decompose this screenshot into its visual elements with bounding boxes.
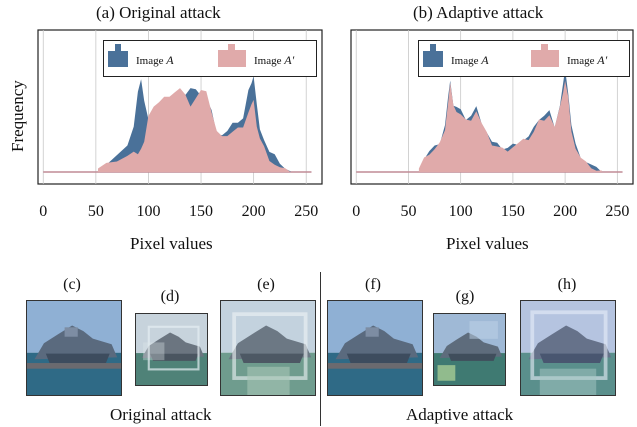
- xtick-0: 0: [352, 203, 361, 220]
- xtick-50: 50: [87, 203, 104, 220]
- panel-d-label: (d): [160, 288, 180, 305]
- caption-adaptive-attack: Adaptive attack: [406, 405, 514, 424]
- legend-b: Image A Image A′: [418, 40, 630, 77]
- series-area-image-a-prime: [97, 88, 291, 172]
- xtick-250: 250: [294, 203, 319, 220]
- xtick-100: 100: [448, 203, 473, 220]
- caption-original-attack: Original attack: [110, 405, 212, 424]
- chart-a-areas: [97, 76, 291, 172]
- series-area-image-a-prime: [418, 80, 602, 172]
- xtick-200: 200: [241, 203, 266, 220]
- xtick-0: 0: [39, 203, 48, 220]
- panel-f-label: (f): [365, 276, 381, 293]
- divider-line: [320, 272, 321, 426]
- legend-b-label-image-a-prime: Image A′: [567, 53, 608, 67]
- panel-c-label: (c): [63, 276, 81, 293]
- panel-b-title: (b) Adaptive attack: [413, 3, 543, 23]
- panel-e-label: (e): [257, 276, 275, 293]
- chart-b-areas: [418, 69, 602, 172]
- xtick-150: 150: [500, 203, 525, 220]
- xtick-100: 100: [136, 203, 161, 220]
- legend-b-swatch-image-a-prime: [531, 44, 559, 67]
- legend-a: Image A Image A′: [103, 40, 317, 77]
- panel-a-title-text: Original attack: [119, 3, 221, 22]
- xtick-250: 250: [605, 203, 630, 220]
- panel-b-title-text: Adaptive attack: [436, 3, 544, 22]
- xtick-200: 200: [553, 203, 578, 220]
- image-d-ship: [135, 313, 208, 386]
- legend-a-swatch-image-a: [108, 44, 128, 67]
- legend-b-swatch-image-a: [423, 44, 443, 67]
- chart-a-xlabel: Pixel values: [130, 234, 213, 253]
- image-g-ship: [433, 313, 506, 386]
- image-c-ship: [26, 300, 122, 396]
- panel-a-title: (a) Original attack: [96, 3, 221, 23]
- panel-h-label: (h): [557, 276, 577, 293]
- chart-svg: [37, 29, 634, 185]
- chart-b-xlabel: Pixel values: [446, 234, 529, 253]
- image-h-ship: [520, 300, 616, 396]
- legend-a-label-image-a-prime: Image A′: [254, 53, 295, 67]
- legend-a-label-image-a: Image A: [136, 53, 174, 67]
- legend-a-swatch-image-a-prime: [218, 44, 246, 67]
- legend-b-label-image-a: Image A: [451, 53, 489, 67]
- xtick-150: 150: [189, 203, 214, 220]
- image-f-ship: [327, 300, 423, 396]
- panel-a-letter: (a): [96, 3, 115, 22]
- panel-g-label: (g): [455, 288, 475, 305]
- image-e-ship: [220, 300, 316, 396]
- xtick-50: 50: [400, 203, 417, 220]
- panel-b-letter: (b): [413, 3, 433, 22]
